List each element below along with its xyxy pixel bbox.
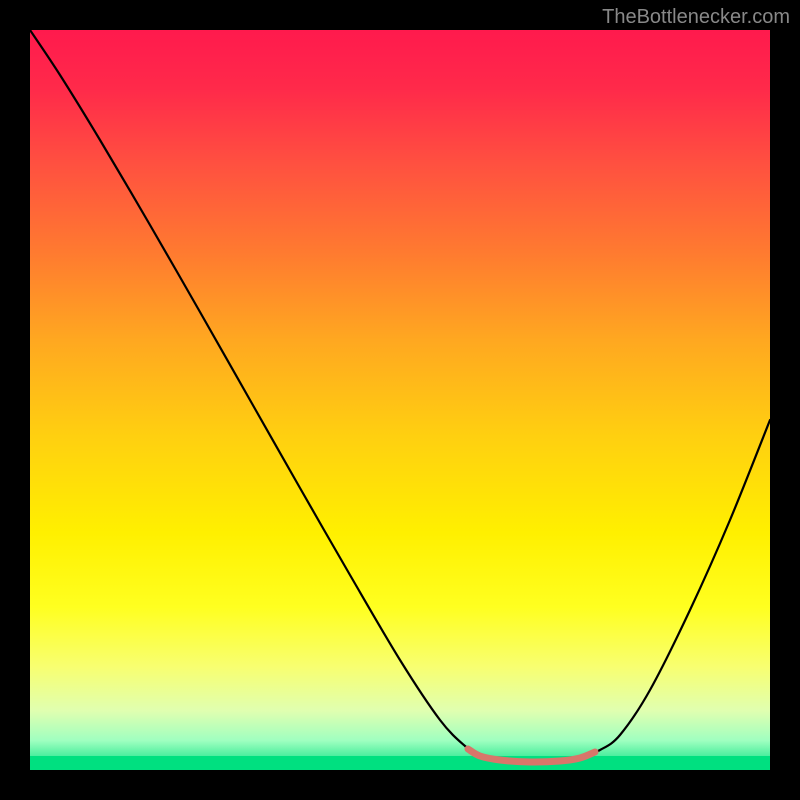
chart-svg (0, 0, 800, 800)
bottom-green-band (30, 756, 770, 770)
bottleneck-chart: TheBottlenecker.com (0, 0, 800, 800)
watermark-text: TheBottlenecker.com (602, 6, 790, 29)
